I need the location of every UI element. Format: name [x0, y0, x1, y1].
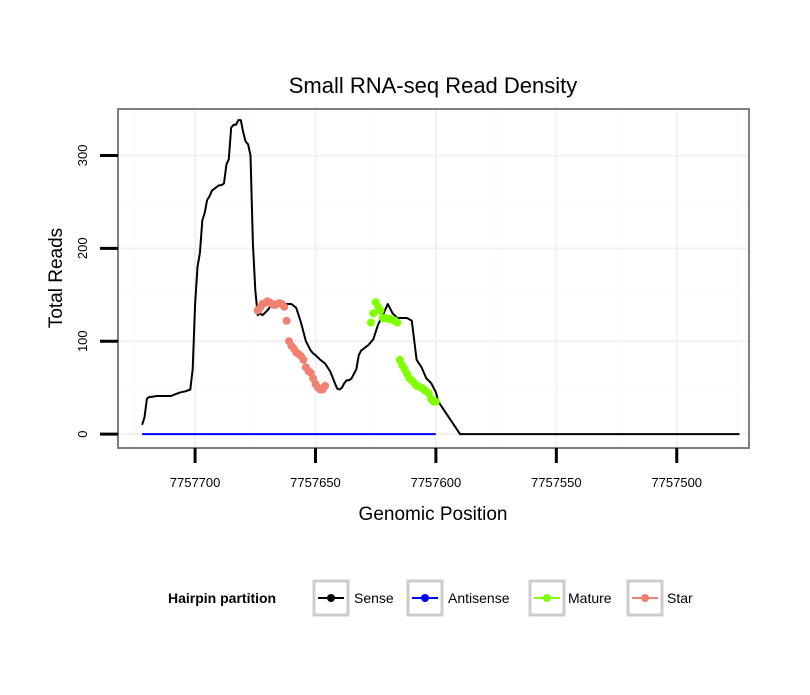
- legend-item-antisense: Antisense: [406, 579, 510, 617]
- data-point-star: [282, 316, 291, 325]
- data-point-mature: [431, 397, 440, 406]
- data-point-mature: [369, 309, 378, 318]
- x-tick-label: 7757600: [411, 475, 462, 490]
- x-tick-label: 7757650: [290, 475, 341, 490]
- legend-key-point: [327, 594, 335, 602]
- x-axis: 7757700 7757650 7757600 7757550 7757500: [170, 448, 702, 490]
- legend-label-mature: Mature: [568, 590, 612, 606]
- data-point-star: [280, 302, 289, 311]
- legend-key-point: [421, 594, 429, 602]
- x-tick-label: 7757550: [531, 475, 582, 490]
- plot-panel-border: [117, 108, 750, 449]
- data-point-mature: [376, 306, 385, 315]
- y-tick-label: 0: [75, 430, 90, 437]
- x-tick-label: 7757500: [651, 475, 702, 490]
- data-point-mature: [393, 318, 402, 327]
- series-layer: [141, 119, 740, 436]
- legend-item-mature: Mature: [528, 579, 612, 617]
- y-axis: 0 100 200 300: [75, 145, 118, 438]
- legend-item-sense: Sense: [312, 579, 394, 617]
- x-tick-label: 7757700: [170, 475, 221, 490]
- data-point-star: [321, 381, 330, 390]
- y-tick-label: 100: [75, 330, 90, 352]
- legend: Hairpin partition Sense Antisense Mature St…: [168, 579, 693, 617]
- data-point-star: [299, 355, 308, 364]
- x-axis-title: Genomic Position: [359, 504, 508, 525]
- y-tick-label: 300: [75, 145, 90, 167]
- legend-item-star: Star: [626, 579, 693, 617]
- legend-title: Hairpin partition: [168, 590, 276, 606]
- y-tick-label: 200: [75, 237, 90, 259]
- data-point-mature: [366, 318, 375, 327]
- legend-key-point: [641, 594, 649, 602]
- grid-lines: [118, 109, 749, 448]
- legend-label-sense: Sense: [354, 590, 394, 606]
- legend-label-star: Star: [667, 590, 693, 606]
- y-axis-title: Total Reads: [46, 228, 67, 328]
- legend-label-antisense: Antisense: [448, 590, 510, 606]
- legend-key-point: [543, 594, 551, 602]
- series-line-sense: [141, 119, 740, 436]
- chart-title: Small RNA-seq Read Density: [289, 73, 578, 98]
